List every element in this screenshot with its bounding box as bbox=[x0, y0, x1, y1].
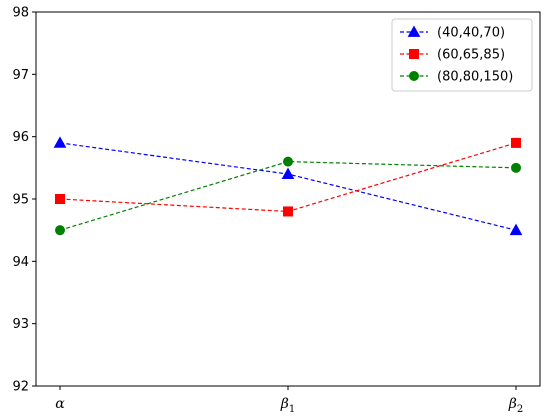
data-point bbox=[511, 137, 521, 148]
x-tick-label: β2 bbox=[508, 396, 523, 415]
y-tick-label: 95 bbox=[12, 193, 29, 208]
x-tick-label: β1 bbox=[280, 396, 295, 415]
y-tick-label: 98 bbox=[12, 6, 29, 21]
x-axis: α β1 β2 bbox=[55, 386, 523, 415]
x-tick-label-base: β bbox=[508, 396, 517, 412]
legend-label: (40,40,70) bbox=[437, 26, 505, 41]
series-3 bbox=[55, 156, 521, 236]
y-tick-label: 92 bbox=[12, 380, 29, 395]
y-tick-label: 97 bbox=[12, 68, 29, 83]
x-tick-label-base: α bbox=[55, 396, 65, 412]
legend-label: (60,65,85) bbox=[437, 48, 505, 63]
legend-label: (80,80,150) bbox=[437, 70, 513, 85]
data-point bbox=[55, 225, 65, 236]
legend: (40,40,70) (60,65,85) (80,80,150) bbox=[391, 18, 533, 92]
data-point bbox=[511, 162, 521, 173]
x-tick-label-base: β bbox=[280, 396, 289, 412]
x-tick-label-subscript: 2 bbox=[517, 404, 523, 415]
data-point bbox=[281, 167, 295, 179]
data-point bbox=[283, 156, 293, 167]
legend-item: (80,80,150) bbox=[400, 70, 513, 85]
data-point bbox=[509, 223, 523, 236]
series-layer bbox=[53, 136, 523, 236]
legend-box bbox=[391, 18, 533, 92]
y-tick-label: 96 bbox=[12, 130, 29, 145]
data-point bbox=[55, 194, 65, 204]
series-line bbox=[59, 160, 517, 231]
y-tick-label: 94 bbox=[12, 255, 29, 270]
series-1 bbox=[53, 136, 523, 236]
x-tick-label: α bbox=[55, 396, 65, 412]
data-point bbox=[283, 206, 293, 217]
legend-marker bbox=[407, 25, 421, 37]
y-axis: 92 93 94 95 96 97 98 bbox=[12, 6, 36, 395]
y-tick-label: 93 bbox=[12, 317, 29, 332]
legend-item: (60,65,85) bbox=[400, 48, 505, 63]
x-tick-label-subscript: 1 bbox=[289, 404, 295, 415]
legend-marker bbox=[409, 49, 419, 59]
legend-item: (40,40,70) bbox=[400, 25, 505, 41]
data-point bbox=[53, 136, 67, 148]
legend-marker bbox=[409, 71, 419, 81]
